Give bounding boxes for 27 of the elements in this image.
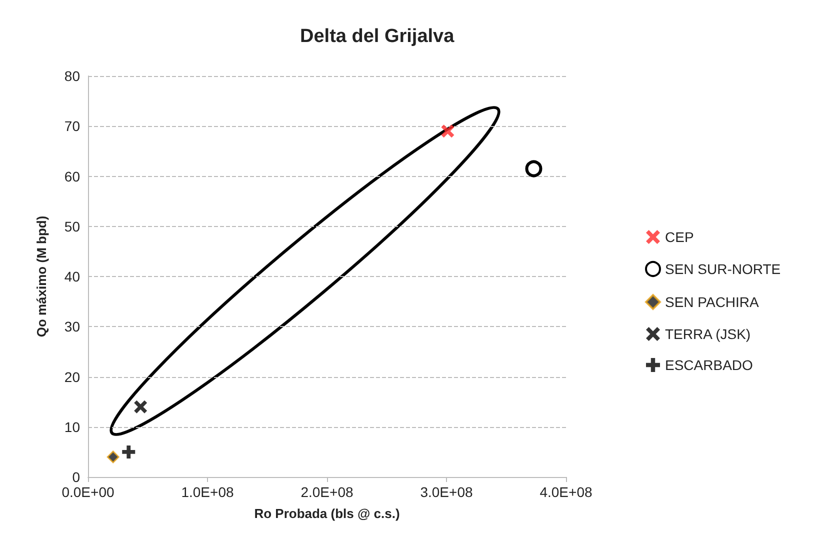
y-tick-label: 40: [64, 268, 80, 284]
y-tick-label: 0: [72, 469, 80, 485]
x-tick-label: 1.0E+08: [181, 484, 234, 500]
point: [441, 124, 454, 138]
x-axis-title: Ro Probada (bls @ c.s.): [254, 506, 400, 521]
point: [106, 450, 120, 464]
x-tick-label: 4.0E+08: [540, 484, 592, 500]
point: [134, 400, 148, 414]
y-tick-label: 60: [64, 168, 80, 184]
point: [525, 160, 542, 178]
y-tick-label: 10: [64, 418, 80, 435]
x-tick-label: 2.0E+08: [300, 484, 354, 500]
y-tick-label: 50: [64, 218, 80, 234]
y-tick-label: 20: [64, 368, 80, 385]
x-tick-label: 0.0E+00: [62, 484, 114, 500]
y-tick-label: 80: [64, 68, 80, 84]
chart-title: Delta del Grijalva: [300, 26, 455, 47]
legend-label: CEP: [665, 229, 694, 245]
y-tick-label: 30: [64, 318, 80, 335]
y-axis-title: Qo máximo (M bpd): [34, 216, 49, 338]
legend-label: TERRA (JSK): [665, 326, 751, 342]
legend-label: SEN SUR-NORTE: [665, 261, 781, 277]
point: [122, 445, 136, 458]
legend-label: SEN PACHIRA: [665, 294, 760, 310]
y-tick-label: 70: [64, 118, 80, 134]
legend-label: ESCARBADO: [665, 357, 754, 373]
x-tick-label: 3.0E+08: [420, 484, 473, 500]
